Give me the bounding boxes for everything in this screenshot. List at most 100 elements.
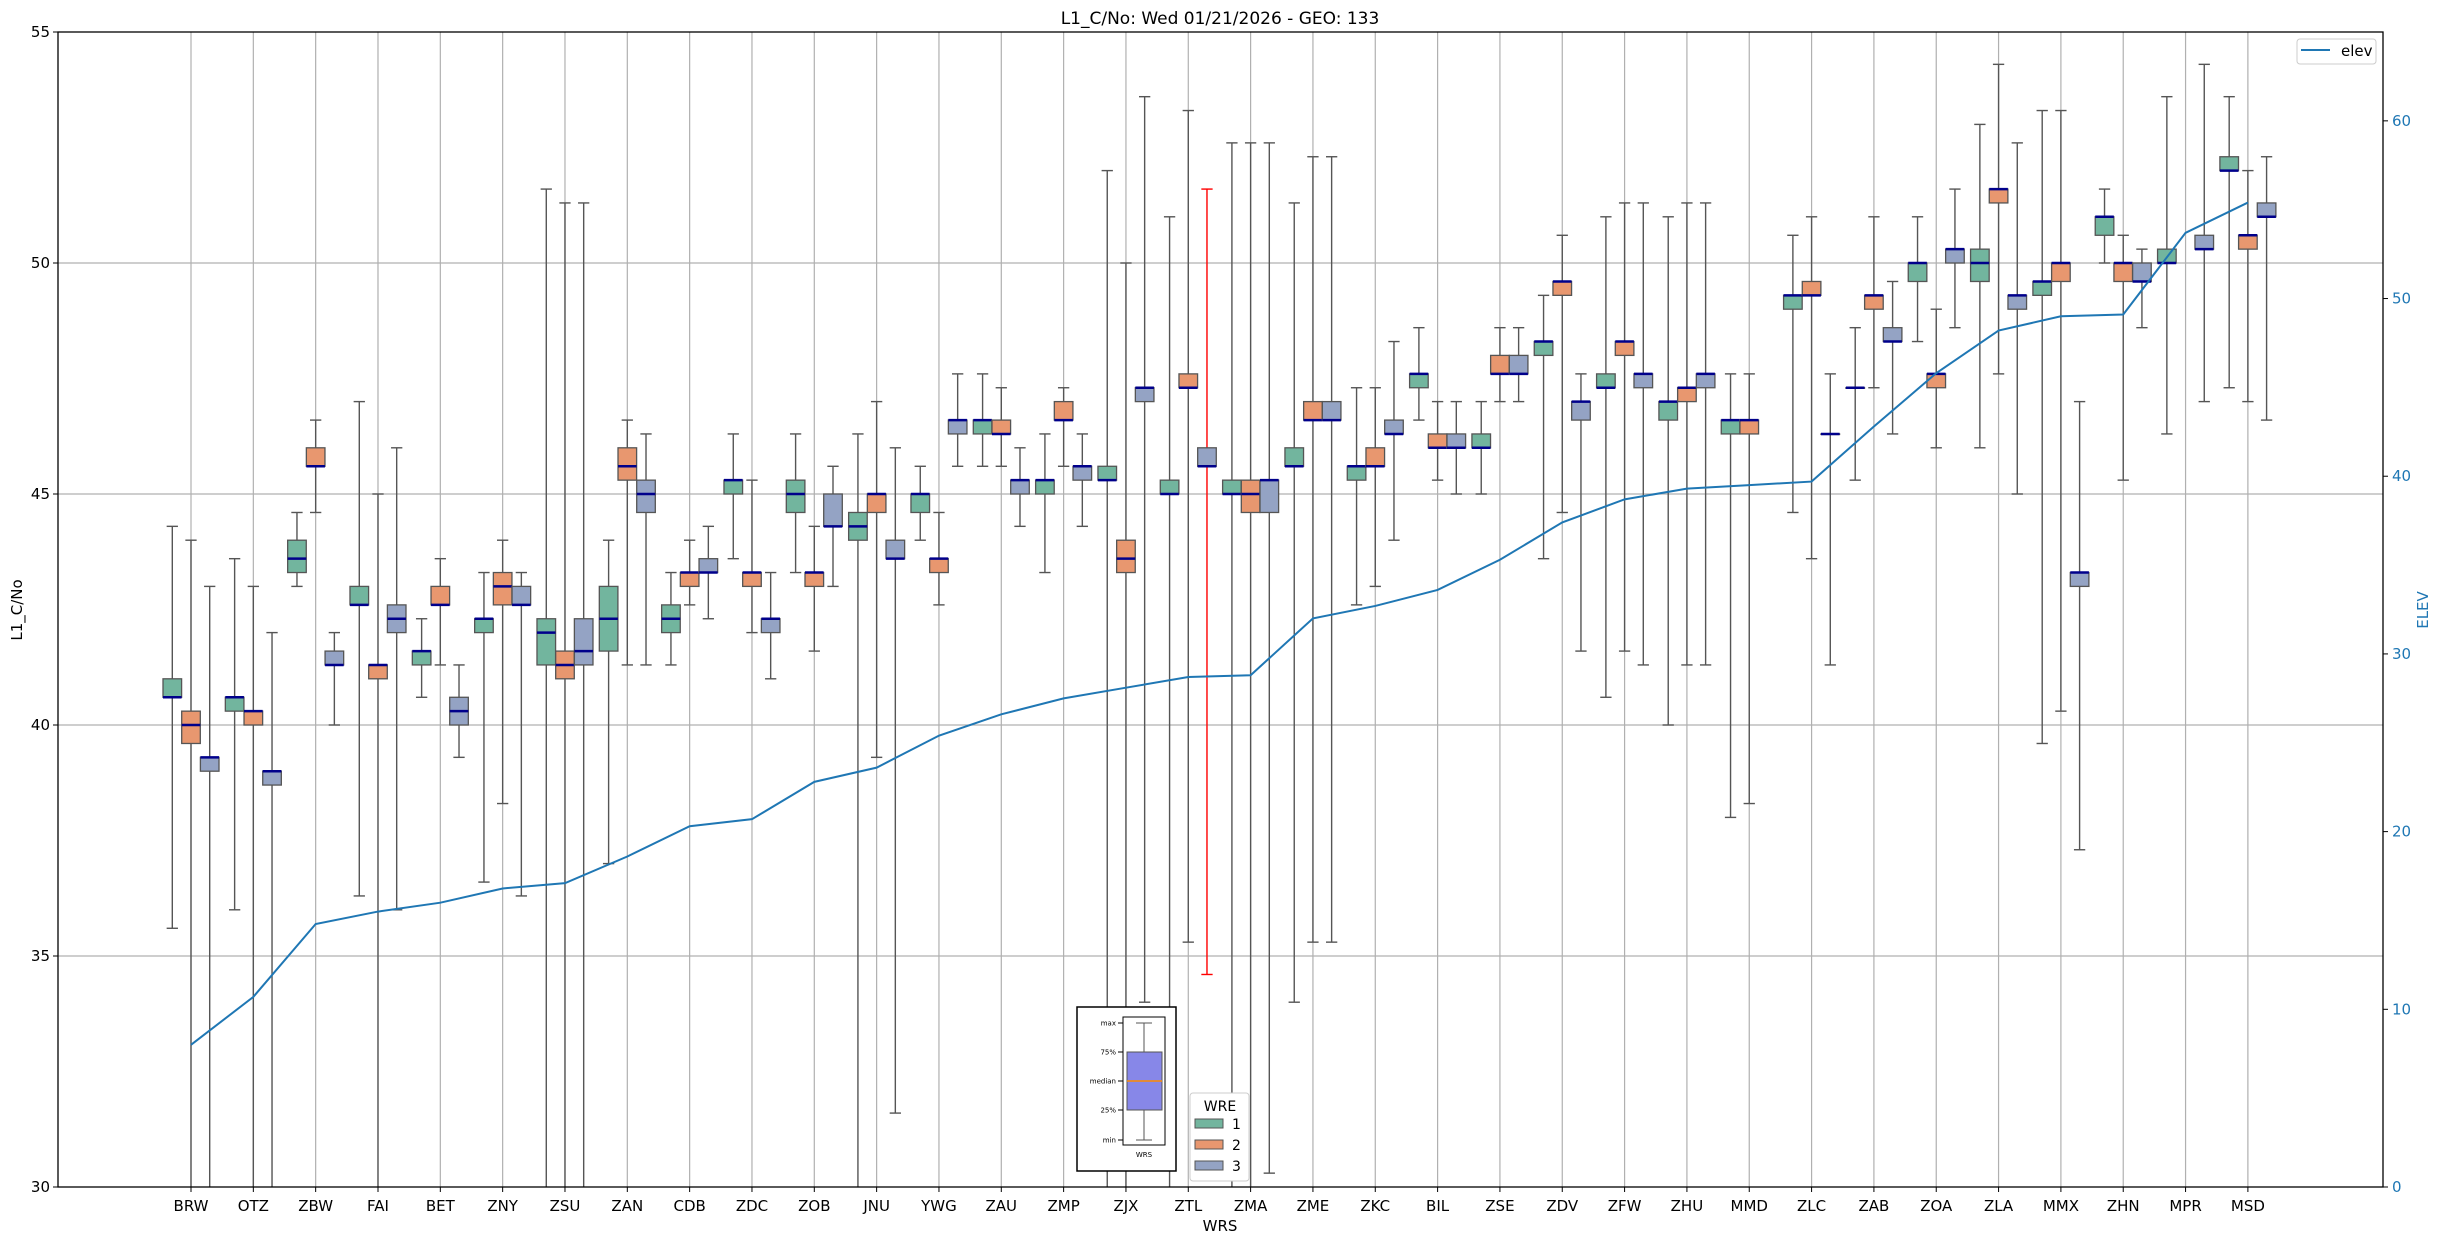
box-iqr [511, 585, 532, 606]
box-iqr [2194, 234, 2215, 250]
box-ZAU-wre1 [972, 373, 993, 467]
box-CDB-wre3 [698, 525, 719, 620]
axes: BRW OTZ ZBW FAI BET ZNY ZSU ZAN CDB ZDC ZOB JNU YWG Z… [31, 23, 2411, 1215]
x-tick-label: ZHU [1671, 1197, 1704, 1215]
box-ZLA-wre2 [1988, 63, 2009, 375]
box-iqr [1926, 373, 1947, 389]
box-iqr [2131, 262, 2152, 283]
box-iqr [2032, 280, 2053, 296]
x-tick-label: MSD [2231, 1197, 2265, 1215]
key-label: median [1090, 1078, 1116, 1086]
box-iqr [2237, 234, 2258, 250]
box-iqr [1782, 294, 1803, 310]
box-iqr [1427, 433, 1448, 449]
box-iqr [1072, 465, 1093, 481]
box-ZOA-wre3 [1944, 188, 1965, 329]
box-iqr [349, 585, 370, 606]
box-ZAN-wre2 [617, 419, 638, 666]
box-iqr [2256, 202, 2277, 218]
box-iqr [1408, 373, 1429, 389]
x-tick-label: ZNY [487, 1197, 518, 1215]
box-JNU-wre1 [847, 433, 868, 1187]
box-iqr [287, 539, 307, 574]
box-ZOA-wre1 [1907, 216, 1928, 343]
x-tick-label: ZTL [1174, 1197, 1202, 1215]
box-ZBW-wre3 [324, 631, 345, 726]
box-iqr [199, 756, 220, 772]
box-iqr [2007, 294, 2028, 310]
box-ZOB-wre2 [804, 525, 825, 652]
x-tick-label: MMD [1731, 1197, 1768, 1215]
box-iqr [1302, 400, 1323, 421]
box-iqr [1221, 479, 1242, 495]
box-BET-wre3 [449, 664, 469, 759]
box-iqr [1178, 373, 1199, 389]
key-label: 25% [1100, 1107, 1116, 1115]
box-FAI-wre1 [349, 400, 370, 897]
plot-frame [57, 31, 2384, 1188]
y2-tick-label: 50 [2392, 290, 2411, 308]
box-BIL-wre2 [1427, 400, 1448, 481]
box-iqr [1533, 340, 1554, 357]
box-OTZ-wre1 [224, 557, 245, 911]
x-tick-label: ZBW [298, 1197, 333, 1215]
box-ZME-wre1 [1284, 202, 1305, 1003]
x-tick-label: ZOA [1920, 1197, 1953, 1215]
key-label: min [1103, 1137, 1116, 1145]
x-tick-label: BIL [1426, 1197, 1450, 1215]
x-tick-label: MMX [2043, 1197, 2079, 1215]
box-iqr [573, 618, 594, 666]
box-iqr [929, 558, 949, 574]
box-ZDV-wre3 [1571, 373, 1591, 652]
box-FAI-wre3 [386, 447, 407, 911]
legend-wre-label: 1 [1232, 1117, 1241, 1133]
box-iqr [1197, 447, 1217, 467]
x-tick-label: ZKC [1360, 1197, 1390, 1215]
box-CDB-wre2 [679, 539, 700, 606]
x-tick-label: ZSU [550, 1197, 581, 1215]
y2-tick-label: 40 [2392, 467, 2411, 485]
box-ZSE-wre3 [1508, 326, 1529, 403]
key-label: 75% [1100, 1049, 1116, 1057]
box-MSD-wre2 [2237, 169, 2258, 403]
box-MMX-wre3 [2069, 400, 2090, 851]
box-MMD-wre1 [1720, 373, 1741, 819]
box-ZAB-wre1 [1845, 326, 1866, 481]
box-iqr [1134, 387, 1155, 403]
legend-wre-label: 2 [1232, 1138, 1241, 1154]
box-iqr [910, 493, 931, 514]
box-iqr [1658, 400, 1679, 421]
box-MPR-wre3 [2194, 63, 2215, 403]
box-ZMP-wre2 [1053, 387, 1074, 467]
box-ZJX-wre3 [1134, 95, 1155, 1003]
box-iqr [1614, 340, 1635, 357]
y-tick-label: 40 [31, 716, 50, 734]
box-MMD-wre2 [1739, 373, 1760, 805]
box-iqr [885, 539, 906, 560]
box-iqr [1284, 447, 1305, 467]
box-ZHU-wre1 [1658, 216, 1679, 726]
box-iqr [947, 419, 968, 435]
x-tick-label: ZHN [2107, 1197, 2140, 1215]
x-tick-label: ZOB [798, 1197, 830, 1215]
box-iqr [1240, 479, 1261, 514]
x-tick-label: ZLC [1797, 1197, 1826, 1215]
box-BET-wre2 [430, 557, 451, 666]
box-iqr [2113, 262, 2134, 283]
box-iqr [972, 419, 993, 435]
box-iqr [536, 618, 557, 666]
box-ZDC-wre1 [723, 433, 744, 560]
box-iqr [1863, 294, 1884, 310]
y-tick-label: 35 [31, 947, 50, 965]
box-JNU-wre2 [866, 400, 887, 759]
x-tick-label: ZSE [1485, 1197, 1514, 1215]
x-tick-label: OTZ [238, 1197, 269, 1215]
y2-axis-label: ELEV [2414, 590, 2432, 628]
box-ZTL-wre2 [1178, 109, 1199, 943]
box-iqr [679, 571, 700, 588]
box-iqr [785, 479, 806, 514]
legend-wre-swatch [1194, 1139, 1224, 1150]
box-ZDV-wre2 [1552, 234, 1573, 514]
box-OTZ-wre2 [243, 585, 264, 1187]
